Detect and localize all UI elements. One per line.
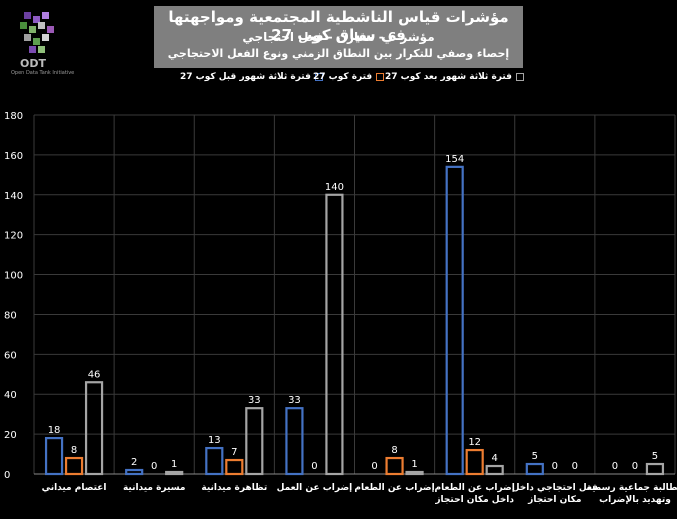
data-label: 0 — [572, 461, 578, 472]
data-label: 33 — [248, 395, 261, 406]
legend-swatch-during — [376, 72, 385, 81]
data-label: 46 — [88, 369, 101, 380]
bar — [325, 193, 344, 476]
y-tick-label: 20 — [4, 430, 17, 441]
x-tick-label: اعتصام ميداني — [42, 483, 107, 493]
data-label: 1 — [171, 459, 177, 470]
x-tick-label: إضراب عن العمل — [277, 483, 353, 493]
y-tick-label: 60 — [4, 350, 17, 361]
x-tick-label: إضراب عن الطعام — [354, 483, 434, 493]
x-tick-label: فعل احتجاجي داخل — [512, 483, 598, 493]
data-label: 0 — [151, 461, 157, 472]
y-tick-label: 160 — [4, 151, 23, 162]
x-tick-label: تظاهرة ميدانية — [201, 483, 267, 493]
bar — [285, 407, 304, 476]
y-tick-label: 120 — [4, 231, 23, 242]
cube-logo-icon — [20, 12, 54, 53]
bar — [385, 456, 404, 476]
data-label: 0 — [311, 461, 317, 472]
data-label: 0 — [632, 461, 638, 472]
title-box — [154, 6, 523, 68]
bar — [44, 437, 64, 476]
legend-label-after: فترة ثلاثة شهور بعد كوب 27 — [385, 72, 512, 82]
data-label: 8 — [391, 445, 397, 456]
data-label: 0 — [612, 461, 618, 472]
y-tick-label: 180 — [4, 111, 23, 122]
bar — [445, 165, 464, 476]
chart-title: مؤشرات قياس الناشطية المجتمعية ومواجهتها… — [168, 8, 509, 44]
data-label: 18 — [48, 425, 61, 436]
legend-swatch-before — [314, 72, 323, 81]
bar — [84, 381, 104, 476]
chart-description: إحصاء وصفي للتكرار بين النطاق الزمني ونو… — [167, 47, 510, 60]
x-tick-label: إضراب عن الطعام — [435, 483, 515, 493]
chart-subtitle: مؤشر 6 - مقارن - فعل احتجاجي — [242, 30, 435, 44]
bar — [405, 470, 424, 476]
legend-item-before: فترة ثلاثة شهور قبل كوب 27 — [180, 72, 323, 82]
x-tick-label: مطالبة جماعية رسمية — [587, 483, 677, 493]
data-label: 12 — [468, 437, 481, 448]
data-label: 5 — [532, 451, 538, 462]
data-label: 7 — [231, 447, 237, 458]
y-tick-label: 140 — [4, 191, 23, 202]
y-tick-label: 80 — [4, 310, 17, 321]
data-label: 33 — [288, 395, 301, 406]
data-label: 0 — [371, 461, 377, 472]
bar — [225, 458, 244, 476]
x-tick-label: مكان احتجاز — [527, 495, 581, 505]
data-label: 13 — [208, 435, 221, 446]
x-tick-label: وتهديد بالإضراب — [599, 495, 671, 505]
data-label: 2 — [131, 457, 137, 468]
bar — [205, 446, 224, 476]
data-label: 8 — [71, 445, 77, 456]
legend-label-before: فترة ثلاثة شهور قبل كوب 27 — [180, 72, 311, 82]
y-tick-label: 0 — [4, 470, 10, 481]
legend-label-during: فترة كوب 27 — [313, 72, 373, 82]
logo-tagline: Open Data Tank Initiative — [11, 70, 75, 76]
legend-swatch-after — [515, 72, 524, 81]
bar — [645, 462, 665, 476]
data-label: 0 — [552, 461, 558, 472]
data-label: 5 — [652, 451, 658, 462]
data-label: 154 — [445, 154, 464, 165]
y-tick-label: 40 — [4, 390, 17, 401]
y-tick-label: 100 — [4, 271, 23, 282]
bar — [525, 462, 544, 476]
data-label: 4 — [492, 453, 498, 464]
bar — [485, 464, 504, 476]
bar — [64, 456, 84, 476]
bar — [245, 407, 264, 476]
logo-text: ODT — [20, 57, 46, 70]
legend-item-during: فترة كوب 27 — [313, 72, 385, 82]
odt-logo — [6, 10, 126, 80]
data-label: 140 — [325, 182, 344, 193]
data-label: 1 — [411, 459, 417, 470]
x-tick-label: داخل مكان احتجاز — [434, 495, 514, 505]
bar — [165, 470, 184, 476]
bar — [465, 448, 484, 476]
x-tick-label: مسيرة ميدانية — [123, 483, 186, 493]
bar — [125, 468, 144, 476]
legend-item-after: فترة ثلاثة شهور بعد كوب 27 — [385, 72, 524, 82]
